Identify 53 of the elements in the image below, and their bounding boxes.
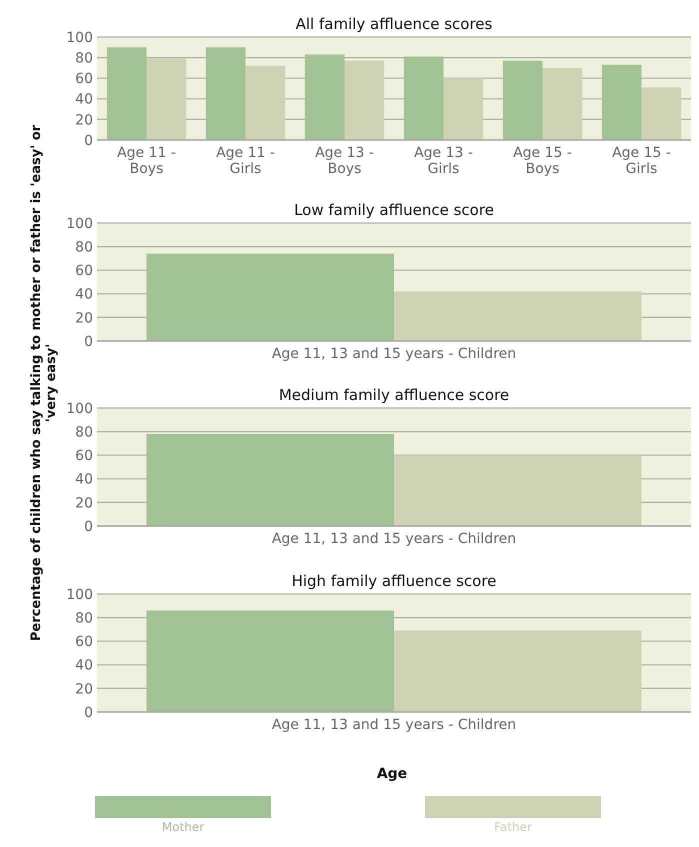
chart-title: Medium family affluence score	[278, 386, 510, 404]
y-tick-label: 40	[75, 92, 93, 108]
x-tick-label: Age 11, 13 and 15 years - Children	[272, 346, 516, 362]
x-tick-label: Age 15 - Boys	[513, 145, 572, 177]
chart-title: All family affluence scores	[296, 15, 493, 33]
x-tick-label: Age 11 - Boys	[117, 145, 176, 177]
x-tick-label: Age 13 - Boys	[315, 145, 374, 177]
x-tick-label: Age 15 - Girls	[612, 145, 671, 177]
y-tick-label: 80	[75, 424, 93, 440]
x-axis-title: Age	[376, 766, 408, 782]
y-tick-label: 0	[84, 704, 93, 721]
bar	[344, 60, 384, 140]
y-tick-label: 0	[84, 132, 93, 149]
y-tick-label: 60	[75, 448, 93, 464]
chart-title: Low family affluence score	[294, 201, 494, 219]
y-axis-title: Percentage of children who say talking to mother or father is 'easy' or 'very easy'	[29, 124, 59, 642]
text: Mother	[162, 820, 204, 834]
y-tick-label: 100	[66, 30, 93, 46]
bar	[502, 60, 542, 140]
y-tick-label: 20	[75, 310, 93, 326]
bar	[206, 47, 246, 140]
y-tick-label: 20	[75, 112, 93, 128]
y-tick-label: 0	[84, 518, 93, 535]
bar	[404, 56, 444, 140]
bar	[106, 47, 146, 140]
y-tick-label: 80	[75, 610, 93, 626]
bar	[146, 58, 186, 140]
y-tick-label: 40	[75, 472, 93, 488]
bar	[542, 68, 582, 140]
x-tick-label: Age 11, 13 and 15 years - Children	[272, 531, 516, 547]
x-tick-label: Age 11, 13 and 15 years - Children	[272, 717, 516, 733]
bar	[444, 78, 484, 140]
y-tick-label: 20	[75, 495, 93, 512]
y-tick-label: 0	[84, 334, 93, 350]
bar	[602, 64, 642, 140]
y-tick-label: 80	[75, 240, 93, 256]
y-tick-label: 80	[75, 50, 93, 66]
x-tick-label: Age 13 - Girls	[414, 145, 473, 177]
x-tick-label: Age 11 - Girls	[216, 145, 275, 177]
y-tick-label: 60	[75, 71, 93, 88]
text: Father	[494, 820, 532, 834]
chart-title: High family affluence score	[292, 572, 496, 590]
y-tick-label: 60	[75, 634, 93, 650]
y-tick-label: 60	[75, 263, 93, 280]
y-tick-label: 100	[66, 586, 93, 603]
bar	[304, 54, 344, 140]
y-tick-label: 100	[66, 400, 93, 417]
y-tick-label: 20	[75, 681, 93, 698]
bar	[642, 87, 682, 140]
bar	[246, 66, 286, 140]
y-tick-label: 100	[66, 216, 93, 232]
y-tick-label: 40	[75, 286, 93, 303]
y-tick-label: 40	[75, 658, 93, 674]
